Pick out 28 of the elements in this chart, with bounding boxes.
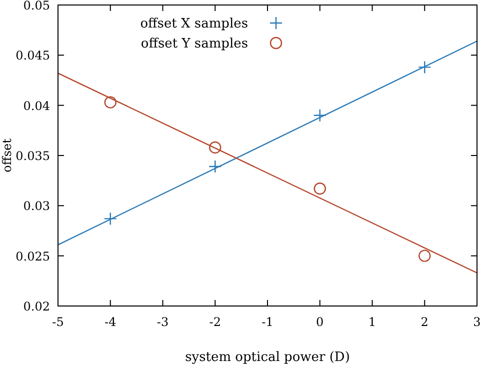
x-tick-label: -5 bbox=[52, 315, 64, 329]
x-tick-label: 1 bbox=[368, 315, 376, 329]
y-axis-title: offset bbox=[0, 138, 14, 172]
x-tick-label: 3 bbox=[473, 315, 481, 329]
x-tick-label: -4 bbox=[104, 315, 117, 329]
point bbox=[104, 96, 116, 108]
point bbox=[209, 141, 222, 154]
y-tick-label: 0.04 bbox=[23, 98, 50, 113]
point bbox=[418, 250, 431, 262]
x-tick-label: -3 bbox=[156, 315, 169, 329]
y-tick-label: 0.05 bbox=[23, 0, 50, 12]
y-tick-label: 0.025 bbox=[16, 249, 50, 264]
legend-label: offset Y samples bbox=[140, 36, 248, 52]
x-tick-label: 2 bbox=[420, 315, 428, 329]
point bbox=[418, 60, 432, 74]
y-tick-label: 0.045 bbox=[16, 48, 50, 63]
point bbox=[313, 108, 326, 122]
point bbox=[104, 212, 117, 226]
y-tick-label: 0.035 bbox=[16, 149, 50, 163]
y-tick-label: 0.03 bbox=[23, 199, 50, 214]
x-tick-label: -1 bbox=[262, 315, 274, 329]
x-tick-label: 0 bbox=[316, 315, 324, 329]
point bbox=[314, 182, 326, 195]
point bbox=[208, 160, 222, 174]
x-axis-title: system optical power (D) bbox=[185, 350, 350, 365]
legend-label: offset X samples bbox=[140, 16, 248, 32]
x-tick-label: -2 bbox=[209, 315, 221, 329]
y-tick-label: 0.02 bbox=[23, 300, 50, 314]
